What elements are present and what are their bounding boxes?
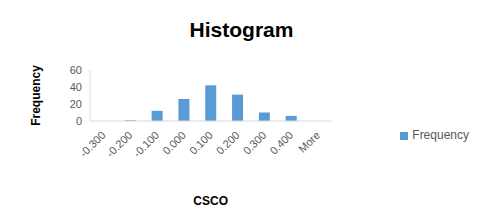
svg-text:CSCO: CSCO [193, 194, 228, 208]
svg-text:More: More [296, 129, 322, 155]
svg-text:Frequency: Frequency [29, 65, 43, 126]
svg-text:-0.300: -0.300 [77, 129, 108, 160]
svg-text:0.200: 0.200 [214, 129, 242, 157]
html-text:Histogram: Histogram [189, 18, 294, 41]
svg-text:60: 60 [70, 64, 82, 76]
svg-text:40: 40 [70, 81, 82, 93]
html-text:Frequency: Frequency [412, 128, 469, 142]
svg-text:0.000: 0.000 [160, 129, 188, 157]
svg-text:0.400: 0.400 [267, 129, 295, 157]
svg-text:0.300: 0.300 [241, 129, 269, 157]
svg-text:20: 20 [70, 98, 82, 110]
svg-text:0.100: 0.100 [187, 129, 215, 157]
svg-text:-0.200: -0.200 [104, 129, 135, 160]
svg-text:0: 0 [76, 115, 82, 127]
svg-text:-0.100: -0.100 [131, 129, 162, 160]
